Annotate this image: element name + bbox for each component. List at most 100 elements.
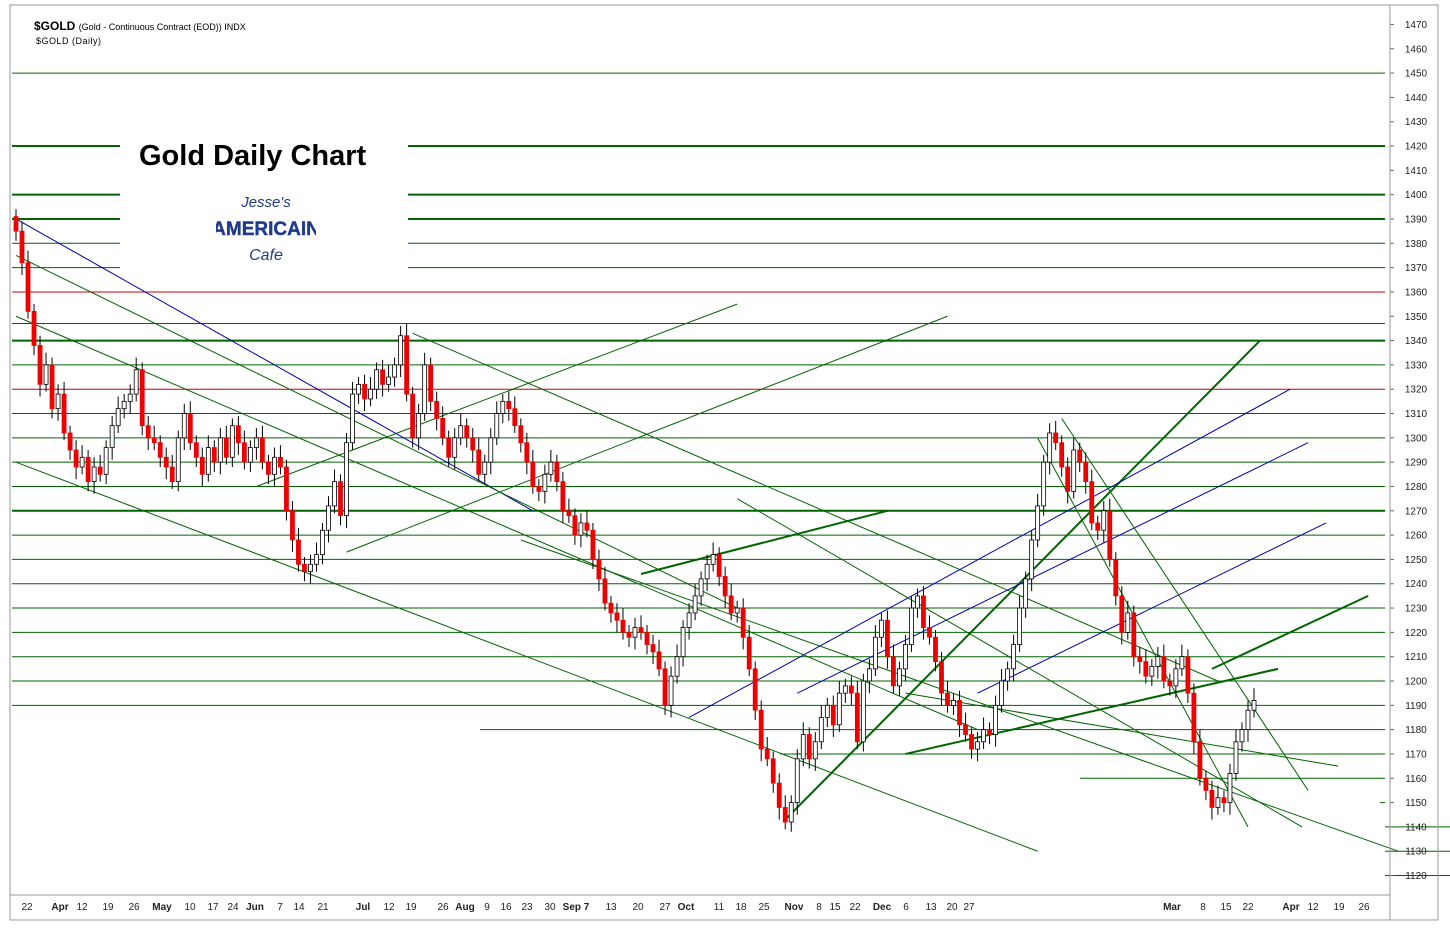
- x-tick-label: Jun: [246, 902, 264, 913]
- candle-down: [566, 510, 572, 517]
- candle-down: [638, 627, 644, 633]
- x-tick-label: 8: [1200, 902, 1206, 913]
- trendline: [977, 522, 1327, 694]
- trendline: [15, 461, 1038, 852]
- candle-down: [259, 437, 265, 463]
- trendline: [256, 303, 738, 487]
- candle-down: [770, 758, 776, 784]
- candle-up: [1173, 668, 1179, 687]
- candle-down: [662, 668, 668, 706]
- y-tick-label: 1390: [1405, 214, 1428, 225]
- candle-down: [284, 466, 289, 512]
- candle-down: [1107, 510, 1113, 560]
- x-tick-label: 19: [102, 902, 114, 913]
- candle-down: [806, 734, 812, 760]
- candle-up: [1035, 505, 1041, 541]
- logo-banner: [220, 214, 312, 240]
- x-tick-label: Dec: [873, 902, 892, 913]
- candle-down: [602, 578, 608, 604]
- candle-up: [734, 607, 740, 614]
- candle-up: [127, 393, 133, 402]
- y-tick-label: 1210: [1405, 652, 1428, 663]
- y-tick-label: 1220: [1405, 628, 1428, 639]
- x-tick-label: 26: [1358, 902, 1370, 913]
- candle-down: [476, 449, 482, 475]
- y-tick-label: 1260: [1405, 531, 1428, 542]
- candle-down: [1119, 595, 1125, 633]
- candle-up: [494, 413, 500, 439]
- candle-up: [1005, 668, 1011, 682]
- candle-down: [921, 595, 926, 628]
- x-tick-label: 6: [903, 902, 909, 913]
- candle-down: [1089, 481, 1095, 524]
- candle-up: [680, 627, 686, 658]
- candle-down: [278, 456, 283, 468]
- candle-up: [103, 447, 109, 475]
- candle-down: [1053, 432, 1059, 444]
- y-tick-label: 1370: [1405, 263, 1428, 274]
- y-tick-label: 1350: [1405, 312, 1428, 323]
- candle-down: [644, 631, 650, 645]
- y-tick-label: 1300: [1405, 433, 1428, 444]
- candle-up: [416, 413, 422, 439]
- x-tick-label: Sep 7: [563, 902, 590, 913]
- y-tick-label: 1460: [1405, 44, 1428, 55]
- candle-up: [698, 578, 704, 597]
- trendline: [15, 315, 978, 731]
- candle-down: [650, 644, 656, 653]
- candle-up: [482, 461, 488, 475]
- candle-down: [199, 456, 205, 475]
- trendline: [15, 218, 534, 512]
- y-tick-label: 1250: [1405, 555, 1428, 566]
- y-tick-label: 1180: [1405, 725, 1427, 736]
- candle-down: [290, 510, 295, 541]
- candle-up: [836, 692, 842, 726]
- candle-up: [43, 364, 49, 385]
- candle-down: [758, 709, 764, 750]
- candle-down: [1191, 692, 1197, 743]
- candle-up: [1233, 741, 1239, 774]
- y-axis: 1470 1460 1450 1440 1430 1420 1410 1400 1390 1380…: [1390, 20, 1428, 882]
- jesses-americain-cafe-logo: Jesse's AMERICAIN Cafe: [216, 194, 316, 264]
- candle-down: [776, 782, 782, 808]
- candle-up: [812, 741, 818, 760]
- x-tick-label: 13: [925, 902, 937, 913]
- trendline: [346, 315, 948, 553]
- x-tick-label: 7: [277, 902, 283, 913]
- candle-down: [73, 449, 79, 468]
- candle-down: [1221, 797, 1227, 803]
- candle-down: [782, 807, 788, 823]
- horizontal-levels: [12, 72, 1450, 877]
- y-tick-label: 1400: [1405, 190, 1428, 201]
- y-tick-label: 1410: [1405, 166, 1428, 177]
- y-tick-label: 1120: [1405, 871, 1427, 882]
- x-tick-label: Apr: [51, 902, 68, 913]
- candle-down: [1059, 442, 1065, 468]
- candle-down: [362, 383, 367, 400]
- candle-up: [175, 437, 181, 483]
- candle-up: [1239, 729, 1245, 743]
- candle-up: [247, 447, 253, 463]
- candle-up: [1071, 449, 1077, 492]
- candle-down: [404, 335, 410, 395]
- candle-up: [1017, 607, 1023, 645]
- candle-down: [626, 631, 632, 638]
- trendline: [412, 332, 1219, 682]
- candle-up: [109, 425, 115, 448]
- candle-up: [326, 505, 331, 531]
- candle-down: [1077, 449, 1083, 463]
- x-tick-label: Mar: [1163, 902, 1181, 913]
- candle-up: [915, 595, 920, 609]
- candle-down: [25, 262, 31, 312]
- trendline: [736, 498, 1303, 828]
- candle-down: [518, 425, 524, 444]
- candle-down: [139, 369, 145, 427]
- x-tick-label: 8: [816, 902, 822, 913]
- candle-up: [842, 685, 848, 694]
- chart-subtitle: $GOLD (Daily): [36, 36, 102, 46]
- candle-down: [1113, 559, 1119, 597]
- candle-down: [187, 413, 193, 444]
- candle-down: [939, 661, 944, 694]
- candle-up: [350, 393, 355, 444]
